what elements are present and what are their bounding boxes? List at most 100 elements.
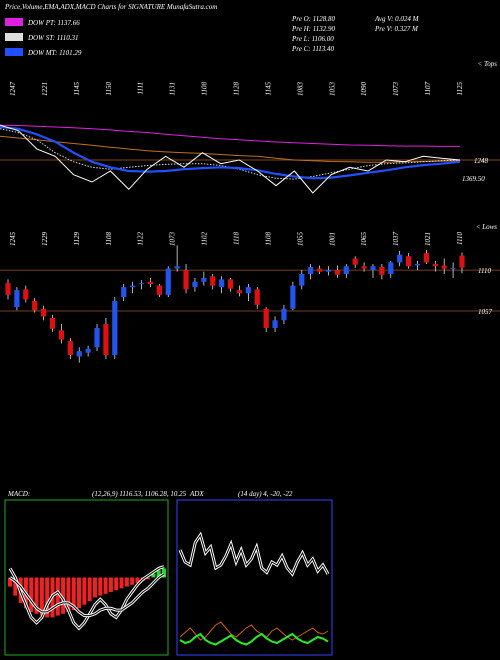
series-line: [0, 128, 461, 180]
rotated-label: 1073: [392, 82, 400, 97]
candle-body: [281, 308, 287, 321]
histogram-bar: [55, 577, 60, 616]
rotated-label: 1229: [41, 232, 49, 247]
candle-body: [272, 320, 278, 328]
rotated-label: 1145: [73, 82, 81, 96]
candle-body: [76, 351, 82, 357]
rotated-label: 1118: [233, 232, 241, 245]
series-line: [179, 632, 329, 646]
rotated-label: 1111: [137, 82, 145, 94]
rotated-label: 1090: [360, 82, 368, 97]
corner-label: < Tops: [478, 60, 498, 68]
rotated-label: 1065: [360, 232, 368, 247]
candle-body: [459, 255, 465, 268]
legend-swatch: [5, 18, 23, 26]
rotated-label: 1247: [9, 82, 17, 97]
page-title: Price,Volume,EMA,ADX,MACD Charts for SIG…: [4, 3, 217, 11]
histogram-bar: [8, 577, 12, 587]
right-label: 1369.50: [462, 175, 485, 183]
rotated-label: 1150: [105, 82, 113, 96]
reference-label: 1110: [478, 267, 491, 275]
candle-body: [147, 281, 154, 285]
histogram-bar: [98, 577, 103, 596]
candle-body: [405, 256, 412, 267]
series-line: [179, 533, 329, 575]
candle-body: [388, 262, 394, 274]
rotated-label: 1073: [169, 232, 177, 247]
candle-body: [334, 270, 340, 275]
rotated-label: 1108: [201, 82, 209, 96]
candle-body: [201, 277, 207, 282]
series-line: [0, 124, 460, 147]
macd-frame: [4, 499, 169, 656]
histogram-bar: [151, 573, 156, 578]
legend-label: DOW MT: 1101.29: [27, 49, 82, 57]
candle-body: [450, 267, 456, 269]
candle-body: [156, 285, 162, 295]
rotated-label: 1108: [264, 232, 272, 246]
histogram-bar: [71, 577, 76, 611]
histogram-bar: [61, 577, 66, 614]
candle-body: [183, 270, 189, 290]
histogram-bar: [135, 577, 140, 583]
candle-body: [32, 300, 38, 311]
candle-body: [41, 308, 47, 317]
candle-body: [290, 285, 296, 309]
candle-body: [23, 289, 29, 300]
rotated-label: 1021: [424, 232, 432, 246]
legend-label: DOW ST: 1110.31: [27, 34, 79, 42]
stat: Pre C: 1113.40: [291, 45, 335, 53]
series-line: [0, 125, 461, 180]
stat: Pre H: 1132.90: [291, 25, 335, 33]
rotated-label: 1245: [9, 232, 17, 247]
histogram-bar: [87, 577, 92, 602]
rotated-label: 1083: [296, 82, 304, 97]
panel-subtitle: (12,26,9) 1116.53, 1106.28, 10.25: [92, 490, 187, 498]
rotated-label: 1053: [328, 82, 336, 97]
legend-swatch: [5, 48, 23, 56]
candle-body: [432, 263, 438, 267]
rotated-label: 1145: [264, 82, 272, 96]
candle-body: [236, 290, 243, 294]
candle-body: [299, 273, 305, 286]
histogram-bar: [39, 577, 44, 616]
rotated-label: 1122: [137, 232, 145, 246]
histogram-bar: [92, 577, 97, 598]
candle-body: [414, 263, 421, 266]
candle-body: [370, 266, 376, 271]
histogram-bar: [124, 577, 129, 587]
candle-body: [5, 283, 11, 295]
candle-body: [352, 258, 358, 265]
rotated-label: 1102: [201, 232, 209, 246]
histogram-bar: [108, 577, 113, 592]
reference-label: 1057: [478, 308, 493, 316]
histogram-bar: [114, 577, 119, 591]
panel-subtitle: (14 day) 4, -20, -22: [238, 490, 293, 498]
panel-title: MACD:: [7, 490, 30, 498]
candle-body: [254, 289, 260, 305]
candle-body: [58, 330, 65, 340]
candle-body: [112, 300, 118, 355]
legend-label: DOW PT: 1137.66: [27, 19, 80, 27]
candle-body: [219, 279, 225, 288]
candle-body: [103, 324, 109, 355]
histogram-bar: [66, 577, 71, 612]
rotated-label: 1128: [233, 82, 241, 96]
corner-label: < Lows: [476, 223, 498, 231]
histogram-bar: [13, 577, 18, 596]
candle-body: [397, 254, 403, 263]
stat: Pre V: 0.327 M: [374, 25, 419, 33]
candle-body: [85, 348, 91, 353]
histogram-bar: [77, 577, 82, 609]
candle-body: [138, 283, 145, 285]
histogram-bar: [103, 577, 108, 594]
candle-body: [361, 266, 367, 269]
stat: Pre L: 1106.00: [291, 35, 334, 43]
candle-body: [192, 281, 198, 288]
histogram-bar: [82, 577, 87, 605]
candle-body: [14, 290, 20, 308]
candle-body: [245, 287, 251, 294]
candle-body: [130, 285, 136, 288]
